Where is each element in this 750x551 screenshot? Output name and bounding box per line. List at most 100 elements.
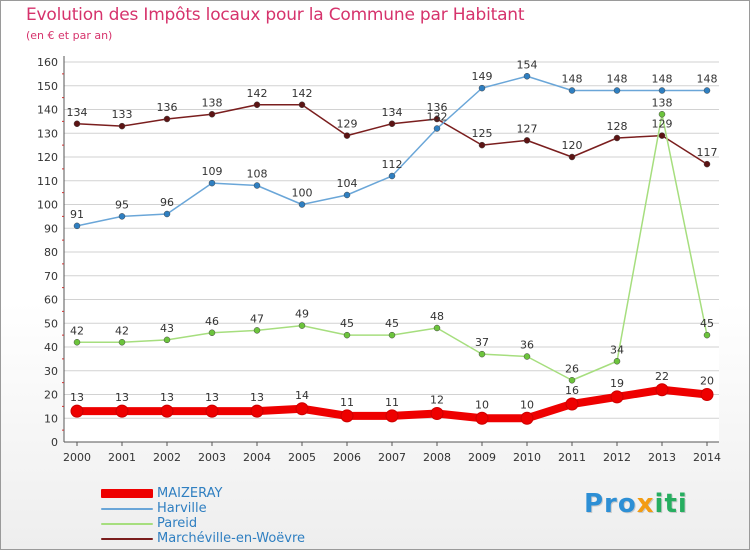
data-label-marcheville-en-woevre-2005: 142 xyxy=(292,87,313,100)
data-point-harville-2007 xyxy=(388,172,396,180)
data-point-pareid-2013 xyxy=(658,111,666,118)
data-point-harville-2013 xyxy=(658,87,666,94)
data-point-harville-2012 xyxy=(613,87,621,94)
data-label-maizeray-2005: 14 xyxy=(295,389,309,402)
x-tick-label-2005: 2005 xyxy=(288,451,316,464)
data-point-pareid-2004 xyxy=(253,327,261,334)
data-point-harville-2006 xyxy=(343,191,351,199)
data-label-marcheville-en-woevre-2009: 125 xyxy=(472,127,493,140)
data-label-harville-2008: 132 xyxy=(427,111,448,124)
data-label-harville-2006: 104 xyxy=(337,177,358,190)
data-label-pareid-2007: 45 xyxy=(385,317,399,330)
data-point-marcheville-en-woevre-2001 xyxy=(118,122,126,130)
data-label-marcheville-en-woevre-2004: 142 xyxy=(247,87,268,100)
legend-label-harville: Harville xyxy=(157,501,207,516)
data-label-marcheville-en-woevre-2007: 134 xyxy=(382,106,403,119)
data-label-harville-2002: 96 xyxy=(160,196,174,209)
data-label-harville-2012: 148 xyxy=(607,73,628,86)
data-label-harville-2005: 100 xyxy=(292,187,313,200)
data-point-marcheville-en-woevre-2012 xyxy=(613,134,621,142)
data-label-maizeray-2010: 10 xyxy=(520,398,534,411)
data-point-marcheville-en-woevre-2009 xyxy=(478,141,486,149)
data-point-harville-2014 xyxy=(703,87,711,94)
data-label-pareid-2009: 37 xyxy=(475,336,489,349)
data-point-marcheville-en-woevre-2004 xyxy=(253,101,261,108)
x-tick-label-2009: 2009 xyxy=(468,451,496,464)
data-point-maizeray-2012 xyxy=(610,390,624,404)
data-label-pareid-2005: 49 xyxy=(295,308,309,321)
data-label-marcheville-en-woevre-2003: 138 xyxy=(202,96,223,109)
x-tick-label-2011: 2011 xyxy=(558,451,586,464)
data-point-maizeray-2002 xyxy=(160,404,174,418)
data-label-marcheville-en-woevre-2012: 128 xyxy=(607,120,628,133)
data-label-marcheville-en-woevre-2008: 136 xyxy=(427,101,448,114)
data-point-harville-2000 xyxy=(73,222,81,230)
chart-legend: MAIZERAY Harville Pareid Marchéville-en-… xyxy=(101,486,305,546)
data-point-maizeray-2013 xyxy=(655,383,669,397)
data-label-harville-2001: 95 xyxy=(115,198,129,211)
x-tick-label-2001: 2001 xyxy=(108,451,136,464)
y-tick-label-30: 30 xyxy=(44,365,58,378)
data-point-maizeray-2003 xyxy=(205,404,219,418)
data-point-maizeray-2004 xyxy=(250,404,264,418)
data-point-pareid-2014 xyxy=(703,331,711,339)
data-label-maizeray-2011: 16 xyxy=(565,384,579,397)
data-point-pareid-2009 xyxy=(478,350,486,358)
data-label-pareid-2008: 48 xyxy=(430,310,444,323)
data-point-harville-2009 xyxy=(478,84,486,92)
data-point-maizeray-2014 xyxy=(700,388,714,401)
data-label-marcheville-en-woevre-2002: 136 xyxy=(157,101,178,114)
data-label-marcheville-en-woevre-2010: 127 xyxy=(517,122,538,135)
data-label-marcheville-en-woevre-2014: 117 xyxy=(697,146,718,159)
y-tick-label-110: 110 xyxy=(37,175,58,188)
chart-subtitle: (en € et par an) xyxy=(26,29,113,42)
legend-label-maizeray: MAIZERAY xyxy=(157,486,223,501)
data-label-maizeray-2002: 13 xyxy=(160,391,174,404)
data-point-harville-2005 xyxy=(298,201,306,208)
data-point-marcheville-en-woevre-2011 xyxy=(568,153,576,161)
data-point-pareid-2006 xyxy=(343,331,351,339)
data-label-pareid-2003: 46 xyxy=(205,315,219,328)
data-label-pareid-2011: 26 xyxy=(565,362,579,375)
data-label-pareid-2010: 36 xyxy=(520,339,534,352)
legend-item-maizeray: MAIZERAY xyxy=(101,486,305,501)
data-point-pareid-2003 xyxy=(208,329,216,336)
legend-item-harville: Harville xyxy=(101,501,305,516)
data-point-maizeray-2008 xyxy=(430,407,444,420)
data-label-marcheville-en-woevre-2000: 134 xyxy=(67,106,88,119)
x-tick-label-2006: 2006 xyxy=(333,451,361,464)
data-label-harville-2013: 148 xyxy=(652,73,673,86)
data-label-maizeray-2008: 12 xyxy=(430,394,444,407)
data-point-maizeray-2005 xyxy=(295,402,309,416)
y-tick-label-120: 120 xyxy=(37,151,58,164)
data-point-marcheville-en-woevre-2006 xyxy=(343,132,351,139)
data-point-marcheville-en-woevre-2014 xyxy=(703,160,711,168)
data-point-maizeray-2011 xyxy=(565,397,579,411)
data-label-harville-2011: 148 xyxy=(562,73,583,86)
data-label-pareid-2006: 45 xyxy=(340,317,354,330)
legend-item-pareid: Pareid xyxy=(101,516,305,531)
data-point-maizeray-2001 xyxy=(115,404,129,418)
data-point-pareid-2011 xyxy=(568,377,576,384)
data-point-marcheville-en-woevre-2005 xyxy=(298,101,306,108)
data-point-pareid-2001 xyxy=(118,339,126,346)
x-tick-label-2003: 2003 xyxy=(198,451,226,464)
data-point-marcheville-en-woevre-2013 xyxy=(658,132,666,139)
data-point-harville-2010 xyxy=(523,73,531,80)
data-point-pareid-2010 xyxy=(523,353,531,360)
data-label-maizeray-2012: 19 xyxy=(610,377,624,390)
data-point-harville-2008 xyxy=(433,125,441,132)
y-tick-label-100: 100 xyxy=(37,199,58,212)
data-point-pareid-2007 xyxy=(388,331,396,339)
data-label-harville-2000: 91 xyxy=(70,208,84,221)
data-point-marcheville-en-woevre-2010 xyxy=(523,137,531,144)
data-point-marcheville-en-woevre-2000 xyxy=(73,120,81,127)
data-label-maizeray-2001: 13 xyxy=(115,391,129,404)
data-label-marcheville-en-woevre-2013: 129 xyxy=(652,118,673,131)
y-tick-label-70: 70 xyxy=(44,270,58,283)
x-tick-label-2004: 2004 xyxy=(243,451,271,464)
logo-part-x: x xyxy=(636,489,655,519)
data-point-pareid-2012 xyxy=(613,358,621,365)
